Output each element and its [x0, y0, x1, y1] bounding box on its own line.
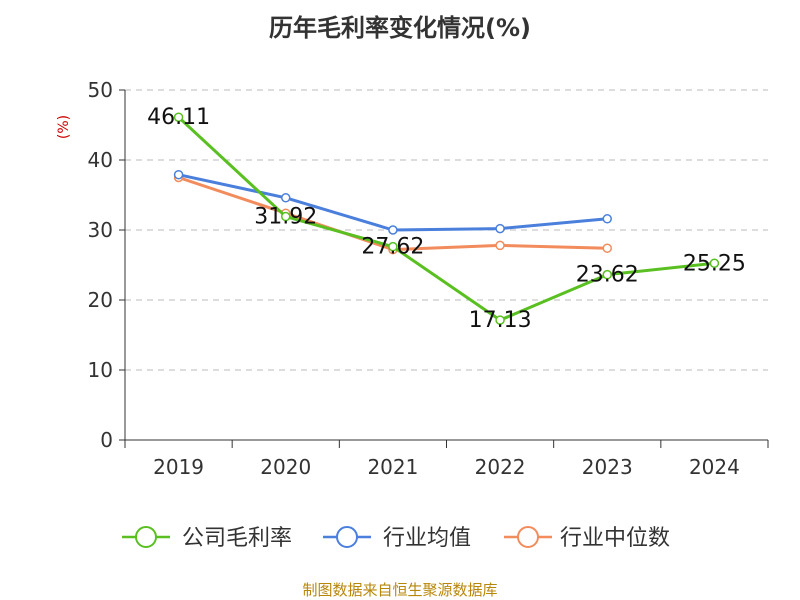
series-line-0 [177, 116, 715, 322]
legend-swatch-marker [336, 526, 358, 548]
y-tick-label: 30 [88, 218, 113, 242]
data-point [388, 241, 398, 252]
series-group [173, 112, 720, 325]
data-label: 27.62 [361, 235, 424, 260]
x-tick-label: 2024 [689, 455, 740, 479]
data-label: 31.92 [254, 205, 317, 230]
legend: 公司毛利率 行业均值 行业中位数 [122, 526, 670, 551]
legend-swatch-marker [135, 526, 157, 548]
data-point [602, 243, 612, 253]
data-label: 17.13 [469, 308, 532, 333]
y-tick-label: 20 [88, 288, 113, 312]
y-tick-label: 50 [88, 78, 113, 102]
y-tick-label: 0 [100, 428, 113, 452]
y-axis-label: (%) [56, 115, 72, 139]
source-note: 制图数据来自恒生聚源数据库 [302, 581, 497, 599]
axes: 0 10 20 30 40 50 2019 2020 2021 2022 2023 2024 [88, 78, 769, 479]
data-point [495, 223, 505, 234]
x-tick-label: 2021 [367, 455, 418, 479]
data-label: 23.62 [576, 263, 639, 288]
data-point [709, 258, 720, 268]
x-tick-label: 2020 [260, 455, 311, 479]
data-point [173, 112, 184, 122]
data-labels: 46.11 31.92 27.62 17.13 23.62 25.25 [147, 105, 746, 333]
y-tick-label: 10 [88, 358, 113, 382]
data-point [388, 225, 398, 235]
data-label: 25.25 [683, 251, 746, 276]
data-point [602, 214, 612, 224]
chart-title: 历年毛利率变化情况(%) [269, 14, 531, 42]
data-label: 46.11 [147, 105, 210, 130]
x-tick-label: 2019 [153, 455, 204, 479]
data-point [281, 193, 291, 203]
data-point [173, 169, 184, 180]
legend-label: 行业均值 [383, 526, 471, 551]
x-tick-label: 2022 [475, 455, 526, 479]
data-point [281, 211, 291, 222]
data-point [602, 269, 612, 280]
series-line-1 [178, 173, 608, 232]
x-tick-label: 2023 [582, 455, 633, 479]
legend-swatch-marker [517, 526, 539, 548]
legend-label: 公司毛利率 [182, 526, 292, 551]
legend-label: 行业中位数 [560, 526, 670, 551]
data-point [495, 315, 505, 325]
data-point [495, 240, 505, 251]
y-tick-label: 40 [88, 148, 113, 172]
